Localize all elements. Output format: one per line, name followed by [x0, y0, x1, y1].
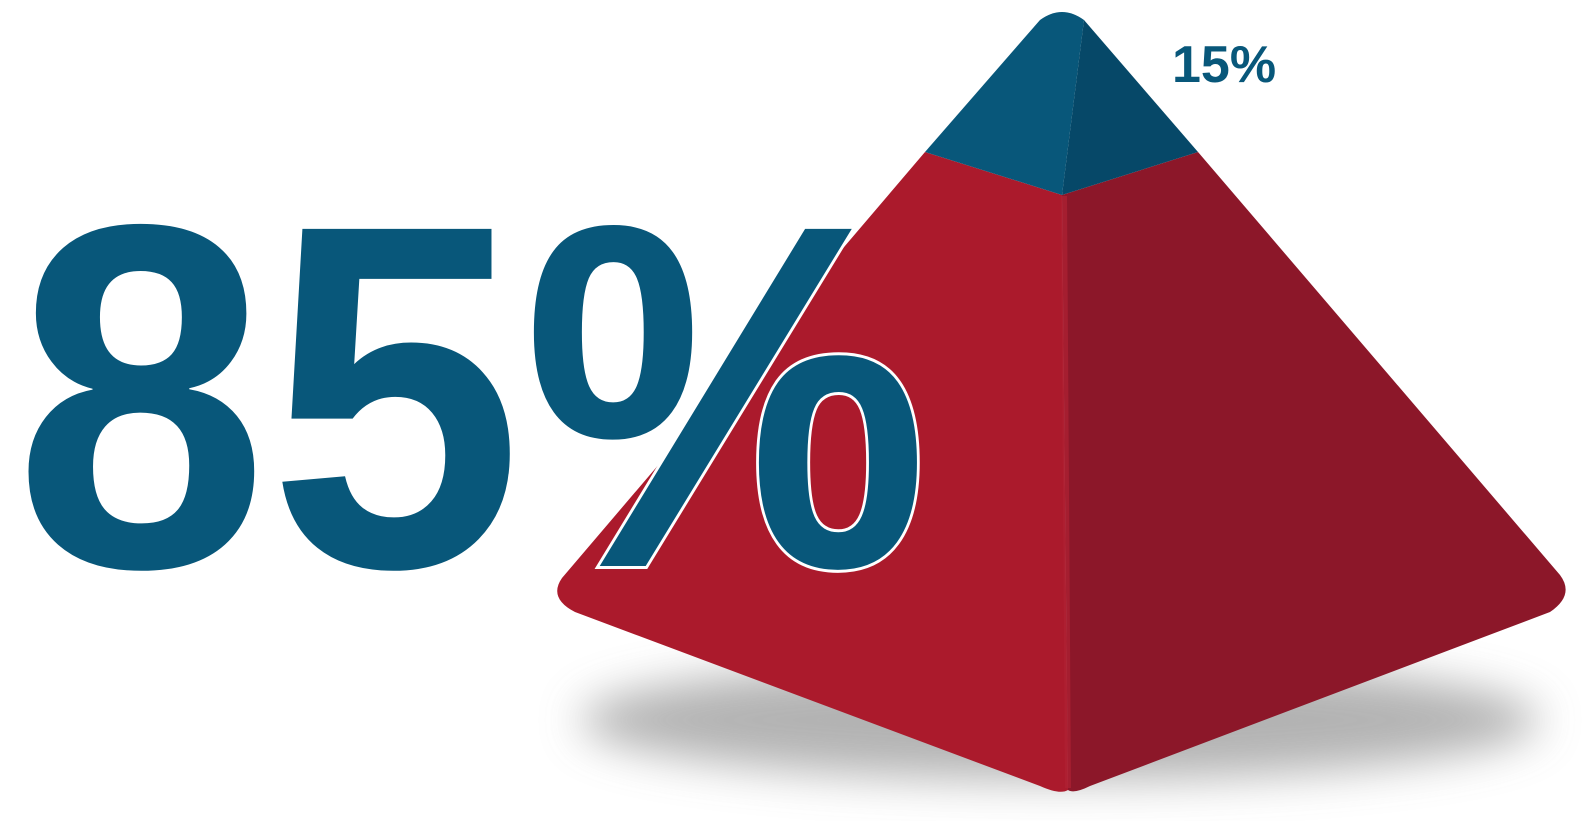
- pyramid-edge: [1061, 195, 1071, 789]
- main-label: 85%: [14, 122, 929, 670]
- pyramid-cap-right: [1062, 20, 1198, 195]
- pyramid-right-face: [1062, 152, 1566, 792]
- pyramid-cap-left: [925, 12, 1084, 195]
- top-label: 15%: [1172, 36, 1276, 94]
- pyramid-left-face: [557, 152, 1068, 792]
